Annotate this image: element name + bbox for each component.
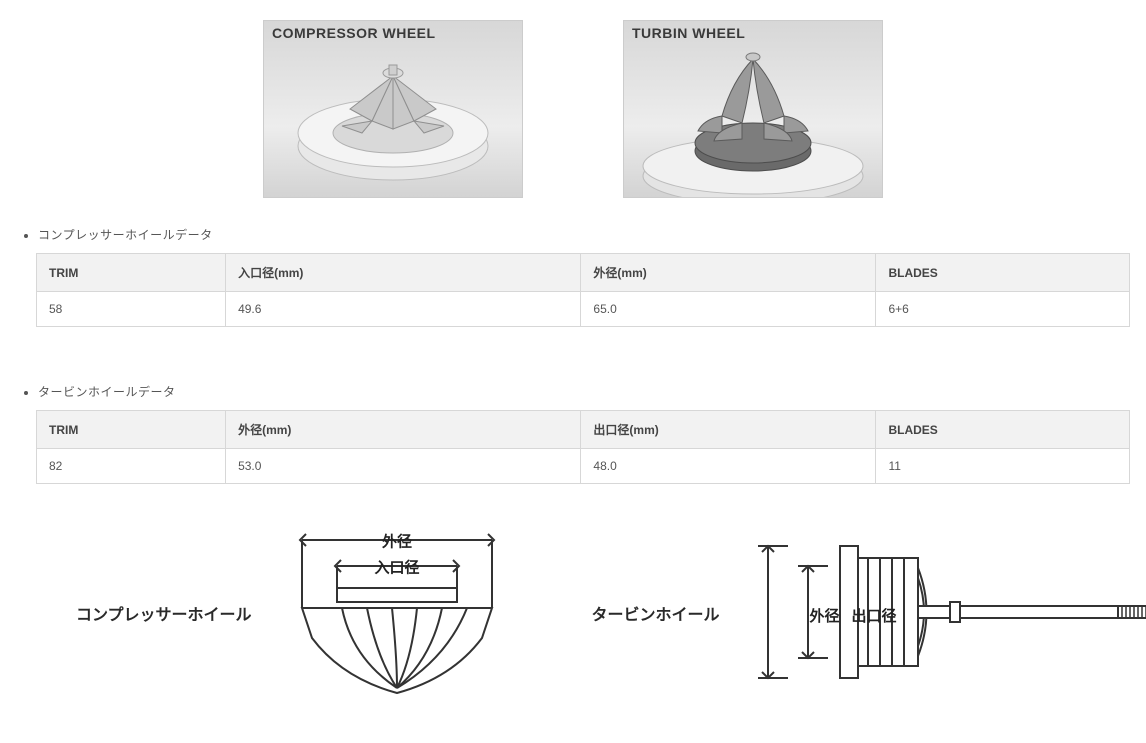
cell-blades: 11 [876,449,1130,484]
cell-inlet: 49.6 [226,292,581,327]
diagram-row: コンプレッサーホイール [16,528,1130,698]
col-exit-dia: 出口径(mm) [581,411,876,449]
cell-blades: 6+6 [876,292,1130,327]
col-blades: BLADES [876,254,1130,292]
compressor-data-table: TRIM 入口径(mm) 外径(mm) BLADES 58 49.6 65.0 … [36,253,1130,327]
turbine-dim-outer: 外径 [810,605,840,626]
table-header-row: TRIM 入口径(mm) 外径(mm) BLADES [37,254,1130,292]
cell-outer: 65.0 [581,292,876,327]
photo-row: COMPRESSOR WHEEL TURBIN WHEEL [16,20,1130,198]
dim-inner-label: 入口径 [374,558,419,576]
col-trim: TRIM [37,411,226,449]
compressor-wheel-photo: COMPRESSOR WHEEL [263,20,523,198]
col-trim: TRIM [37,254,226,292]
turbine-wheel-photo: TURBIN WHEEL [623,20,883,198]
cell-trim: 58 [37,292,226,327]
compressor-diagram: 外径 入口径 [282,528,512,698]
turbine-section-title: タービンホイールデータ [38,383,1130,400]
compressor-section-title: コンプレッサーホイールデータ [38,226,1130,243]
turbine-dim-exit: 出口径 [852,605,897,626]
col-outer-dia: 外径(mm) [581,254,876,292]
table-row: 58 49.6 65.0 6+6 [37,292,1130,327]
cell-trim: 82 [37,449,226,484]
col-inlet-dia: 入口径(mm) [226,254,581,292]
table-row: 82 53.0 48.0 11 [37,449,1130,484]
turbine-data-table: TRIM 外径(mm) 出口径(mm) BLADES 82 53.0 48.0 … [36,410,1130,484]
compressor-diagram-label: コンプレッサーホイール [76,601,252,625]
turbine-diagram-label: タービンホイール [592,601,720,625]
turbine-photo-caption: TURBIN WHEEL [632,25,745,41]
col-blades: BLADES [876,411,1130,449]
compressor-section-heading: コンプレッサーホイールデータ [16,226,1130,243]
dim-outer-label: 外径 [381,532,412,550]
cell-outer: 53.0 [226,449,581,484]
table-header-row: TRIM 外径(mm) 出口径(mm) BLADES [37,411,1130,449]
turbine-section-heading: タービンホイールデータ [16,383,1130,400]
col-outer-dia: 外径(mm) [226,411,581,449]
cell-exit: 48.0 [581,449,876,484]
compressor-photo-caption: COMPRESSOR WHEEL [272,25,436,41]
